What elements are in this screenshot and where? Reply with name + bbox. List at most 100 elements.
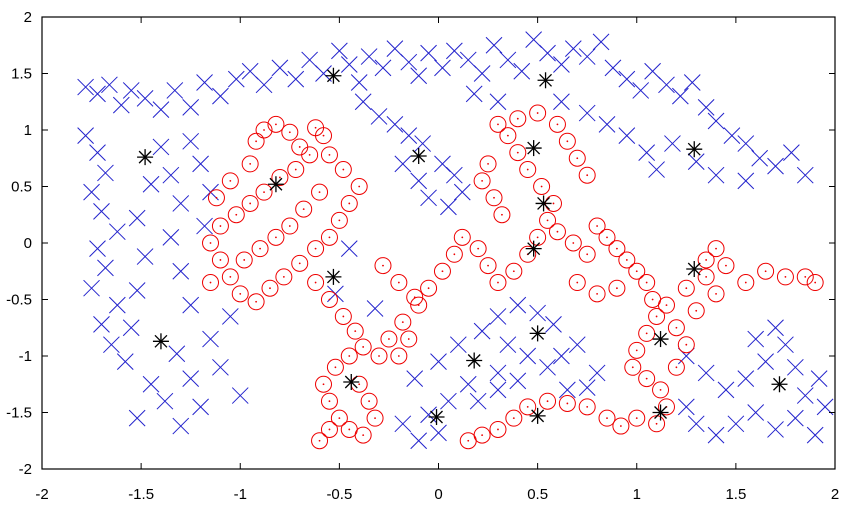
circle-marker [227,206,245,224]
cross-marker [453,183,471,201]
circle-marker [519,161,537,179]
circle-marker [568,149,586,167]
circle-marker [548,115,566,133]
cross-marker [717,381,735,399]
star-marker [325,67,342,84]
cross-marker [783,144,800,161]
cross-marker [539,358,556,376]
cross-marker [810,370,828,387]
y-tick-label: 0.5 [11,179,32,196]
cross-marker [420,44,437,62]
star-marker [525,140,542,157]
y-tick-label: 1 [24,122,32,139]
circle-marker [638,274,656,292]
cross-marker [632,82,650,99]
cross-marker [578,379,596,396]
x-tick-label: -0.5 [326,486,352,503]
circle-marker [374,257,392,275]
cross-marker [400,53,418,71]
circle-marker [241,155,259,173]
cross-marker [545,316,562,333]
cross-marker [747,330,765,348]
cross-marker [142,175,160,193]
cross-marker [723,127,741,145]
cross-marker [192,398,209,416]
circle-marker [295,200,313,218]
circle-marker [445,245,463,263]
circle-marker [275,268,293,286]
circle-marker [406,288,424,306]
cross-marker [162,166,180,184]
cross-marker [446,42,463,60]
cross-marker [644,62,661,80]
cross-marker [648,161,665,178]
cross-marker [287,70,305,88]
cross-marker [757,353,774,371]
cross-marker [227,70,245,88]
cross-marker [806,426,824,444]
cross-marker [707,426,725,444]
cross-marker [196,74,213,91]
circle-marker [657,296,675,314]
circle-marker [757,262,775,280]
cross-marker [89,144,106,161]
circle-marker [529,104,547,122]
circle-marker [707,285,725,303]
cross-marker [192,155,209,173]
cross-marker [430,424,447,442]
cross-marker [786,358,804,376]
cross-marker [116,353,134,371]
cross-marker [707,166,725,184]
circle-marker [247,132,265,150]
cross-marker [83,279,100,297]
circle-marker [479,155,497,173]
x-tick-label: 1.5 [725,486,746,503]
cross-marker [767,421,784,438]
cross-marker [166,82,184,99]
cross-marker [598,115,616,133]
cross-marker [370,108,388,125]
star-marker [652,404,669,421]
circle-marker [796,268,814,286]
tick-labels: -2 -1.5 -1 -0.5 0 0.5 1 1.5 2 2 1.5 1 0.5 0 -0.5 -1 -1.5… [6,9,839,503]
circle-marker [493,206,511,224]
circle-marker [241,194,259,212]
circle-marker [533,178,551,195]
star-marker [325,268,342,285]
circle-marker [638,370,656,388]
circle-marker [340,194,358,212]
cross-marker [697,364,715,382]
cross-marker [489,93,507,111]
circle-marker [340,347,358,365]
cross-marker [786,409,804,427]
circle-marker [612,417,630,435]
star-marker [686,141,703,158]
star-marker [529,407,546,424]
cross-marker [182,370,200,387]
cross-marker [658,76,675,94]
cross-marker [406,370,424,387]
cross-marker [152,138,170,156]
circle-marker [598,228,616,246]
cross-marker [592,33,610,51]
cross-marker [366,300,384,317]
x-tick-label: -2 [35,486,48,503]
circle-marker [346,322,364,340]
circle-marker [473,426,491,444]
circle-marker [360,392,378,410]
star-marker [525,240,542,257]
y-tick-label: -1.5 [6,405,32,422]
cross-marker [410,67,428,85]
cross-marker [374,59,392,77]
cross-marker [172,262,190,280]
star-marker [652,331,669,348]
cross-marker [89,85,106,103]
circle-marker [366,409,384,427]
cross-marker [108,296,126,314]
cross-marker [212,87,229,105]
cross-marker [301,51,318,69]
circle-marker [307,240,325,258]
circle-marker [717,257,735,275]
cross-marker [737,172,755,190]
cross-marker [394,415,412,433]
